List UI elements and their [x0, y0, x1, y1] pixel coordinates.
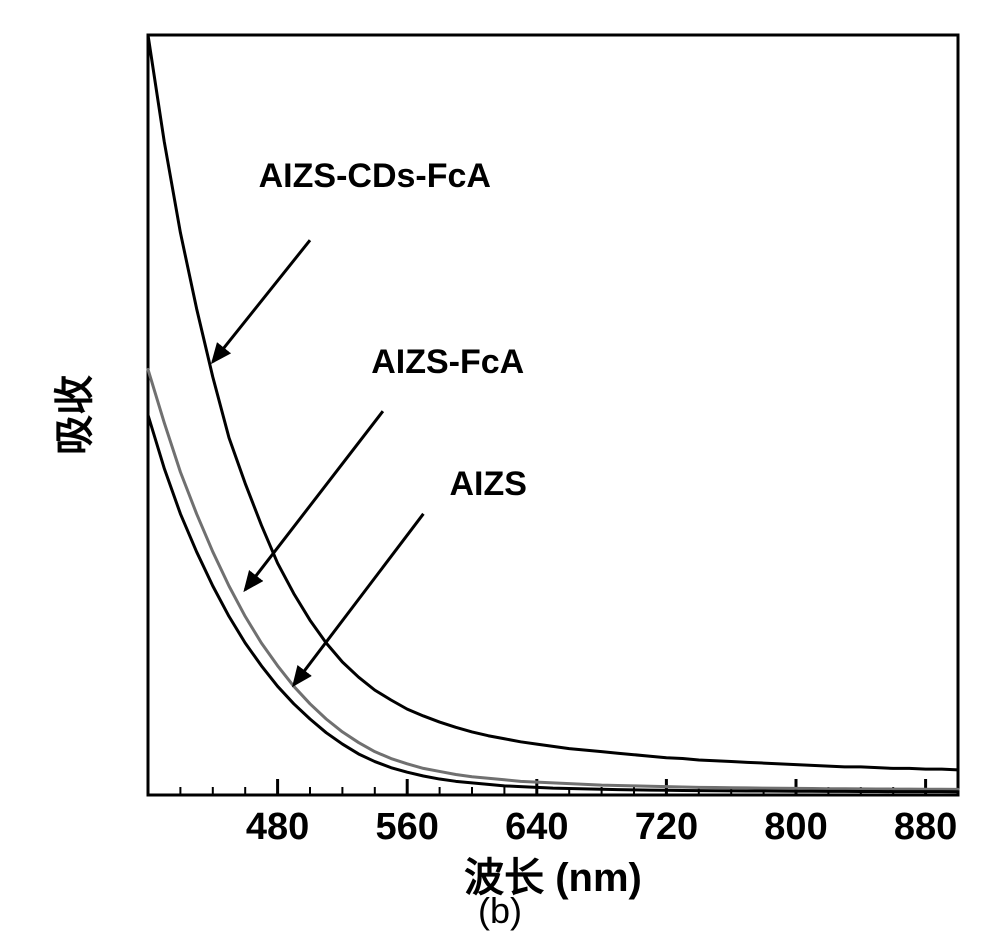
- x-tick-label: 720: [635, 806, 698, 848]
- series-label-AIZS-FcA: AIZS-FcA: [371, 343, 524, 381]
- y-axis-label: 吸收: [53, 375, 97, 455]
- plot-border: [148, 35, 958, 795]
- x-tick-label: 480: [246, 806, 309, 848]
- series-label-AIZS: AIZS: [449, 465, 526, 503]
- x-tick-label: 800: [764, 806, 827, 848]
- x-tick-label: 560: [375, 806, 438, 848]
- x-tick-label: 880: [894, 806, 957, 848]
- x-tick-label: 640: [505, 806, 568, 848]
- figure-caption: (b): [478, 890, 522, 931]
- absorption-spectrum-chart: 480560640720800880波长 (nm)吸收AIZS-CDs-FcAA…: [0, 0, 1000, 943]
- series-label-AIZS-CDs-FcA: AIZS-CDs-FcA: [259, 157, 491, 195]
